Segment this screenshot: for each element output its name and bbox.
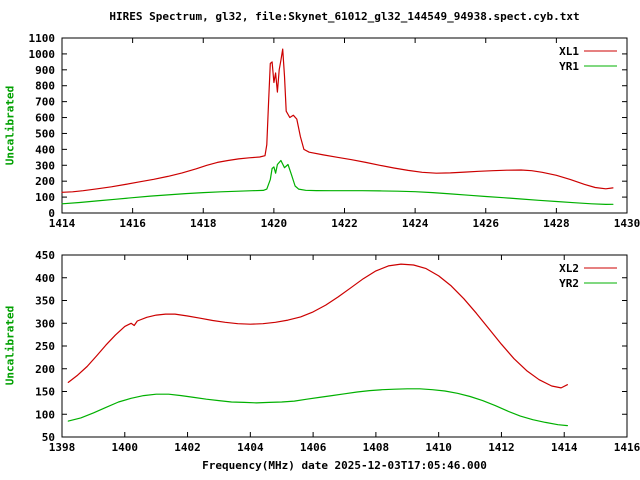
y-tick-label: 0: [48, 207, 55, 220]
y-tick-label: 150: [35, 386, 55, 399]
y-tick-label: 100: [35, 408, 55, 421]
x-tick-label: 1430: [614, 217, 640, 230]
y-tick-label: 250: [35, 340, 55, 353]
x-tick-label: 1406: [300, 441, 327, 454]
y-tick-label: 200: [35, 363, 55, 376]
x-tick-label: 1414: [551, 441, 578, 454]
x-tick-label: 1416: [614, 441, 640, 454]
series-line-xl2: [67, 263, 569, 389]
y-tick-label: 300: [35, 159, 55, 172]
x-axis-label: Frequency(MHz) date 2025-12-03T17:05:46.…: [202, 459, 487, 472]
y-tick-label: 100: [35, 191, 55, 204]
x-tick-label: 1404: [237, 441, 264, 454]
x-tick-label: 1414: [49, 217, 76, 230]
series-line-xl1: [61, 48, 614, 193]
x-tick-label: 1402: [174, 441, 201, 454]
y-tick-label: 1100: [29, 32, 56, 45]
x-tick-label: 1420: [261, 217, 288, 230]
x-tick-label: 1398: [49, 441, 76, 454]
y-tick-label: 900: [35, 64, 55, 77]
y-tick-label: 400: [35, 272, 55, 285]
x-tick-label: 1426: [473, 217, 500, 230]
x-tick-label: 1410: [425, 441, 452, 454]
y-tick-label: 400: [35, 143, 55, 156]
y-tick-label: 600: [35, 112, 55, 125]
x-tick-label: 1418: [190, 217, 217, 230]
series-line-yr2: [67, 388, 569, 427]
x-tick-label: 1412: [488, 441, 515, 454]
y-tick-label: 450: [35, 249, 55, 262]
x-tick-label: 1400: [112, 441, 139, 454]
y-tick-label: 50: [42, 431, 55, 444]
y-tick-label: 300: [35, 317, 55, 330]
legend-label-yr1: YR1: [559, 60, 579, 73]
series-line-yr1: [61, 159, 614, 205]
y-tick-label: 200: [35, 175, 55, 188]
x-tick-label: 1422: [331, 217, 358, 230]
plot-border: [61, 254, 628, 438]
chart-title: HIRES Spectrum, gl32, file:Skynet_61012_…: [109, 10, 580, 23]
x-tick-label: 1416: [119, 217, 146, 230]
legend-label-xl2: XL2: [559, 262, 579, 275]
y-tick-label: 1000: [29, 48, 56, 61]
y-tick-label: 700: [35, 96, 55, 109]
y-tick-label: 350: [35, 295, 55, 308]
x-tick-label: 1428: [543, 217, 570, 230]
x-tick-label: 1408: [363, 441, 390, 454]
plot-border: [61, 37, 628, 214]
legend-label-yr2: YR2: [559, 277, 579, 290]
y-tick-label: 500: [35, 127, 55, 140]
y-tick-label: 800: [35, 80, 55, 93]
x-tick-label: 1424: [402, 217, 429, 230]
legend-label-xl1: XL1: [559, 45, 579, 58]
